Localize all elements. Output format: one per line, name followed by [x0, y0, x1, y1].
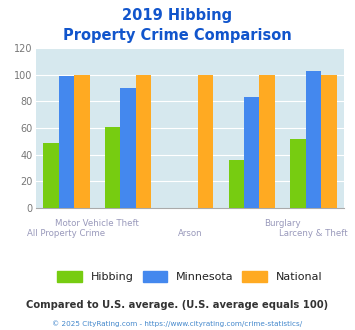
Bar [229, 160, 244, 208]
Bar [321, 75, 337, 208]
Bar [198, 75, 213, 208]
Bar [43, 143, 59, 208]
Text: All Property Crime: All Property Crime [27, 229, 105, 238]
Bar [290, 139, 306, 208]
Bar [244, 97, 260, 208]
Bar [306, 71, 321, 208]
Legend: Hibbing, Minnesota, National: Hibbing, Minnesota, National [58, 271, 322, 282]
Bar [136, 75, 151, 208]
Text: Property Crime Comparison: Property Crime Comparison [63, 28, 292, 43]
Text: Arson: Arson [178, 229, 202, 238]
Text: Motor Vehicle Theft: Motor Vehicle Theft [55, 218, 139, 228]
Bar [74, 75, 89, 208]
Text: Burglary: Burglary [264, 218, 301, 228]
Bar [260, 75, 275, 208]
Text: 2019 Hibbing: 2019 Hibbing [122, 8, 233, 23]
Bar [59, 76, 74, 208]
Text: © 2025 CityRating.com - https://www.cityrating.com/crime-statistics/: © 2025 CityRating.com - https://www.city… [53, 320, 302, 327]
Text: Larceny & Theft: Larceny & Theft [279, 229, 348, 238]
Bar [105, 126, 120, 208]
Text: Compared to U.S. average. (U.S. average equals 100): Compared to U.S. average. (U.S. average … [26, 300, 329, 310]
Bar [120, 88, 136, 208]
